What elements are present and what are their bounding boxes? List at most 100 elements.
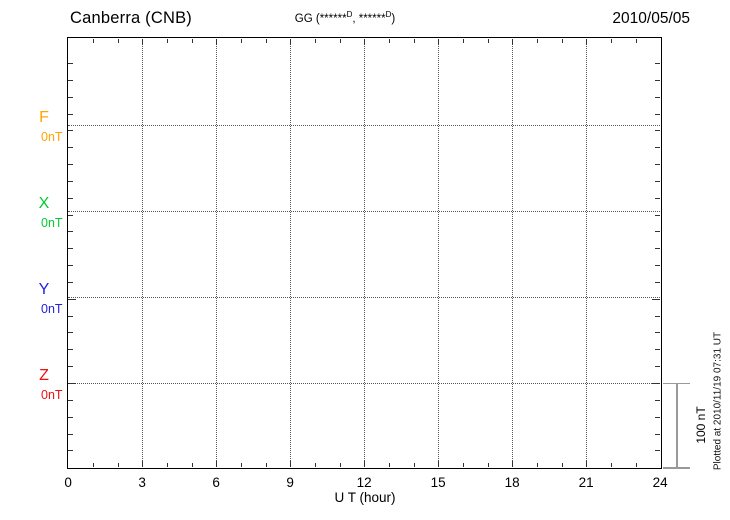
axis-tick-bottom <box>290 461 292 468</box>
axis-tick-right <box>655 349 661 351</box>
axis-tick-left <box>68 450 74 452</box>
axis-tick-left <box>68 433 74 435</box>
axis-tick-bottom <box>265 463 267 468</box>
axis-tick-bottom <box>586 461 588 468</box>
axis-tick-left <box>68 298 77 300</box>
axis-tick-bottom <box>462 463 464 468</box>
x-tick-label: 24 <box>652 475 668 490</box>
axis-tick-left <box>68 366 74 368</box>
axis-tick-right <box>655 197 661 199</box>
axis-tick-top <box>462 38 464 43</box>
axis-tick-top <box>438 38 440 45</box>
axis-tick-top <box>413 38 415 43</box>
x-tick-label: 15 <box>430 475 446 490</box>
axis-tick-bottom <box>610 463 612 468</box>
axis-tick-top <box>240 38 242 43</box>
x-tick-label: 21 <box>578 475 594 490</box>
gridline-vertical <box>364 38 366 468</box>
axis-tick-right <box>655 315 661 317</box>
axis-tick-left <box>68 383 77 384</box>
axis-tick-bottom <box>339 463 341 468</box>
axis-tick-left <box>68 96 74 98</box>
axis-tick-top <box>191 38 193 43</box>
axis-tick-left <box>68 231 74 233</box>
axis-tick-top <box>388 38 390 43</box>
axis-tick-right <box>655 113 661 115</box>
plot-frame <box>67 37 662 469</box>
gridline-horizontal <box>68 211 661 212</box>
axis-tick-left <box>68 214 74 216</box>
axis-tick-bottom <box>487 463 489 468</box>
axis-tick-right <box>655 433 661 435</box>
axis-tick-top <box>610 38 612 43</box>
axis-tick-right <box>655 63 661 65</box>
plot-date: 2010/05/05 <box>612 10 690 27</box>
x-tick-label: 18 <box>504 475 520 490</box>
gridline-vertical <box>216 38 218 468</box>
axis-tick-bottom <box>413 463 415 468</box>
scalebar-bar <box>676 383 678 468</box>
coords-suffix: ) <box>391 13 396 25</box>
component-baseline-value-z: 0nT <box>41 388 63 402</box>
axis-tick-bottom <box>240 463 242 468</box>
coords-mid: , ****** <box>352 13 386 25</box>
axis-tick-right <box>655 332 661 334</box>
axis-tick-right <box>655 248 661 250</box>
component-label-x: X <box>38 195 50 212</box>
axis-tick-left <box>68 130 74 132</box>
x-tick-label: 6 <box>212 475 220 490</box>
axis-tick-right <box>655 450 661 452</box>
axis-tick-left <box>68 332 74 334</box>
axis-tick-left <box>68 63 74 65</box>
axis-tick-top <box>265 38 267 43</box>
station-title: Canberra (CNB) <box>70 9 192 27</box>
axis-tick-top <box>339 38 341 43</box>
axis-tick-right <box>655 96 661 98</box>
axis-tick-right <box>655 180 661 182</box>
plotted-timestamp: Plotted at 2010/11/19 07:31 UT <box>712 331 724 471</box>
axis-tick-bottom <box>92 463 94 468</box>
axis-tick-left <box>68 349 74 351</box>
x-tick-label: 3 <box>138 475 146 490</box>
axis-tick-left <box>68 281 74 283</box>
axis-tick-top <box>364 38 366 45</box>
axis-tick-right <box>655 281 661 283</box>
axis-tick-top <box>536 38 538 43</box>
axis-tick-left <box>68 197 74 199</box>
axis-tick-bottom <box>142 461 144 468</box>
x-tick-label: 9 <box>286 475 294 490</box>
component-label-f: F <box>39 109 49 126</box>
axis-tick-bottom <box>314 463 316 468</box>
axis-tick-left <box>68 315 74 317</box>
axis-tick-right <box>655 366 661 368</box>
axis-tick-right <box>655 130 661 132</box>
axis-tick-right <box>655 265 661 267</box>
axis-tick-top <box>117 38 119 43</box>
gridline-horizontal <box>68 125 661 126</box>
gridline-vertical <box>586 38 588 468</box>
axis-tick-right <box>655 164 661 166</box>
x-tick-label: 0 <box>64 475 72 490</box>
axis-tick-bottom <box>536 463 538 468</box>
axis-tick-top <box>586 38 588 45</box>
axis-tick-right <box>655 231 661 233</box>
axis-tick-bottom <box>512 461 514 468</box>
axis-tick-left <box>68 79 74 81</box>
axis-tick-right <box>652 383 661 384</box>
axis-tick-bottom <box>388 463 390 468</box>
axis-tick-left <box>68 265 74 267</box>
axis-tick-bottom <box>364 461 366 468</box>
x-axis-title: U T (hour) <box>334 490 396 505</box>
axis-tick-top <box>216 38 218 45</box>
axis-tick-top <box>561 38 563 43</box>
axis-tick-top <box>512 38 514 45</box>
axis-tick-left <box>68 147 74 149</box>
component-baseline-value-y: 0nT <box>41 302 63 316</box>
axis-tick-top <box>487 38 489 43</box>
gridline-vertical <box>290 38 292 468</box>
axis-tick-left <box>68 164 74 166</box>
axis-tick-left <box>68 416 74 418</box>
axis-tick-left <box>68 399 74 401</box>
axis-tick-bottom <box>438 461 440 468</box>
axis-tick-top <box>290 38 292 45</box>
